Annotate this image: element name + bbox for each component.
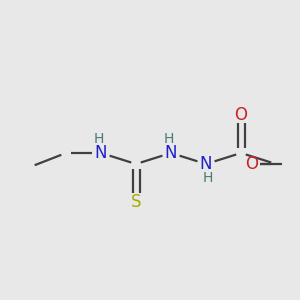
- Text: N: N: [95, 144, 107, 162]
- Text: O: O: [245, 155, 259, 173]
- Text: H: H: [94, 132, 104, 146]
- Text: O: O: [235, 106, 248, 124]
- Text: N: N: [165, 144, 177, 162]
- Text: H: H: [203, 171, 213, 185]
- Text: S: S: [131, 193, 141, 211]
- Text: H: H: [164, 132, 174, 146]
- Text: N: N: [200, 155, 212, 173]
